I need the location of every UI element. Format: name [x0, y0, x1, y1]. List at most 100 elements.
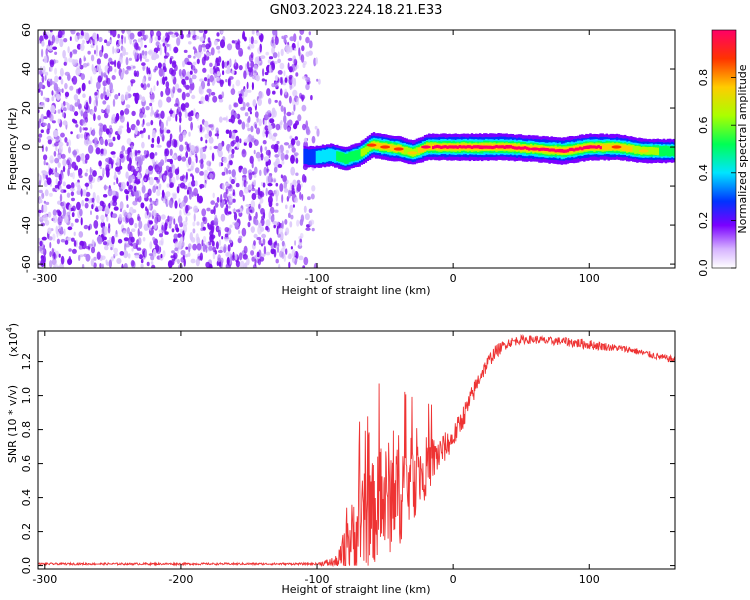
snr-series-line: [38, 333, 675, 568]
noise-speckle: [126, 213, 132, 219]
noise-speckle: [224, 207, 229, 216]
noise-speckle: [230, 88, 236, 95]
ridge-band: [360, 148, 363, 157]
noise-speckle: [181, 240, 185, 248]
noise-speckle: [184, 111, 188, 119]
noise-speckle: [113, 252, 118, 257]
noise-speckle: [152, 200, 156, 205]
noise-speckle: [253, 39, 258, 44]
noise-speckle: [232, 192, 235, 197]
noise-speckle: [117, 60, 121, 69]
noise-speckle: [299, 232, 304, 239]
noise-speckle: [265, 130, 268, 138]
noise-speckle: [96, 58, 101, 65]
ridge-band: [607, 143, 610, 150]
noise-speckle: [73, 240, 77, 247]
noise-speckle: [249, 215, 252, 221]
noise-speckle: [212, 95, 218, 103]
x-tick-label: -100: [305, 272, 330, 285]
noise-speckle: [98, 127, 103, 137]
noise-speckle: [148, 76, 152, 81]
noise-speckle: [54, 157, 60, 164]
noise-speckle: [190, 165, 194, 171]
noise-speckle: [66, 102, 70, 111]
noise-speckle: [216, 196, 220, 203]
noise-speckle: [250, 226, 255, 233]
ridge-band: [648, 147, 651, 155]
noise-speckle: [139, 111, 144, 119]
noise-speckle: [247, 221, 251, 228]
noise-speckle: [274, 75, 279, 82]
multiplier-base: (x10: [7, 332, 20, 357]
noise-speckle: [277, 51, 280, 58]
noise-speckle: [208, 136, 214, 144]
noise-speckle: [39, 240, 43, 247]
noise-speckle: [294, 240, 297, 246]
noise-speckle: [230, 114, 235, 124]
noise-speckle: [122, 47, 126, 57]
noise-speckle: [38, 133, 43, 138]
noise-speckle: [144, 50, 148, 56]
noise-speckle: [274, 242, 277, 248]
noise-speckle: [79, 43, 85, 52]
noise-speckle: [202, 67, 207, 73]
noise-speckle: [251, 256, 255, 262]
noise-speckle: [222, 70, 225, 76]
colorbar-tick-label: 0.2: [697, 212, 710, 230]
noise-speckle: [105, 168, 110, 178]
ridge-band: [662, 145, 666, 157]
noise-speckle: [134, 52, 137, 61]
noise-speckle: [192, 46, 196, 50]
noise-speckle: [225, 79, 228, 83]
noise-speckle: [169, 158, 173, 165]
noise-speckle: [238, 165, 243, 170]
noise-speckle: [209, 67, 214, 75]
noise-speckle: [90, 76, 93, 85]
noise-speckle: [293, 47, 297, 52]
noise-speckle: [164, 150, 167, 157]
noise-speckle: [40, 258, 45, 267]
ridge-band: [544, 147, 547, 151]
ridge-band: [499, 145, 502, 149]
noise-speckle: [282, 81, 286, 86]
ridge-band: [446, 145, 449, 149]
noise-speckle: [200, 51, 203, 55]
noise-speckle: [304, 213, 310, 221]
noise-speckle: [43, 160, 46, 166]
noise-speckle: [268, 195, 273, 205]
noise-speckle: [220, 193, 223, 203]
noise-speckle: [67, 226, 73, 231]
noise-speckle: [259, 169, 262, 176]
noise-speckle: [186, 33, 191, 38]
noise-speckle: [72, 49, 78, 54]
noise-speckle: [44, 71, 49, 76]
noise-speckle: [210, 123, 215, 131]
noise-speckle: [148, 49, 154, 56]
noise-speckle: [265, 51, 270, 56]
noise-speckle: [125, 93, 129, 101]
noise-speckle: [49, 30, 53, 33]
ridge-band: [491, 146, 494, 150]
noise-speckle: [69, 85, 74, 91]
noise-speckle: [277, 243, 280, 247]
noise-speckle: [63, 61, 67, 66]
noise-speckle: [160, 253, 163, 259]
noise-speckle: [60, 189, 66, 194]
noise-speckle: [72, 150, 78, 156]
noise-speckle: [91, 129, 96, 137]
noise-speckle: [100, 148, 104, 154]
noise-speckle: [269, 118, 275, 124]
noise-speckle: [209, 146, 212, 151]
noise-speckle: [282, 175, 287, 183]
noise-speckle: [49, 113, 54, 122]
noise-speckle: [72, 75, 78, 85]
spectrogram-frame: [37, 29, 676, 269]
noise-speckle: [148, 212, 151, 218]
ridge-band: [601, 143, 604, 150]
ridge-band: [332, 149, 335, 162]
noise-speckle: [302, 63, 306, 68]
noise-speckle: [247, 106, 253, 112]
noise-speckle: [248, 67, 251, 76]
noise-speckle: [224, 233, 229, 238]
noise-speckle: [189, 151, 193, 157]
